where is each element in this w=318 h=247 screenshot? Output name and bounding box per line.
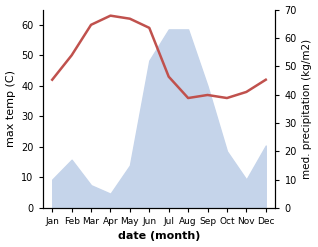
Y-axis label: med. precipitation (kg/m2): med. precipitation (kg/m2): [302, 39, 313, 179]
Y-axis label: max temp (C): max temp (C): [5, 70, 16, 147]
X-axis label: date (month): date (month): [118, 231, 200, 242]
